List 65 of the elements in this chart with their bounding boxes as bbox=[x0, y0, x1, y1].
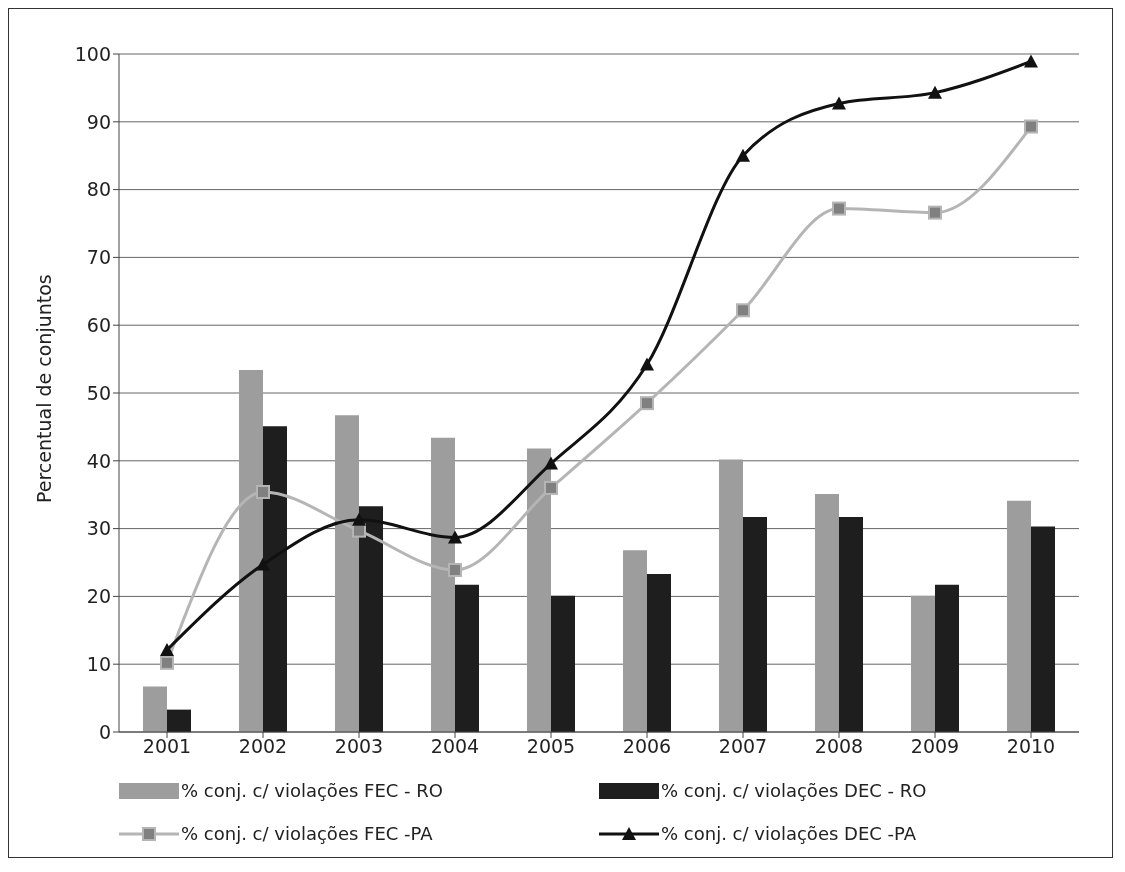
y-tick-label: 90 bbox=[86, 110, 111, 133]
point bbox=[160, 655, 174, 670]
x-tick-label: 2007 bbox=[718, 735, 768, 758]
x-tick-label: 2010 bbox=[1006, 735, 1056, 758]
legend-label: % conj. c/ violações FEC - RO bbox=[181, 780, 443, 801]
point bbox=[640, 396, 654, 411]
y-axis-title: Percentual de conjuntos bbox=[32, 274, 55, 503]
point bbox=[736, 148, 750, 162]
point bbox=[928, 205, 942, 220]
x-tick-label: 2006 bbox=[622, 735, 672, 758]
x-tick-label: 2002 bbox=[238, 735, 288, 758]
bar bbox=[647, 574, 671, 732]
y-tick-label: 50 bbox=[86, 381, 111, 404]
y-tick-label: 0 bbox=[98, 720, 111, 743]
point bbox=[832, 96, 846, 110]
legend-label: % conj. c/ violações DEC - RO bbox=[661, 780, 927, 801]
point bbox=[448, 530, 462, 544]
x-tick-label: 2001 bbox=[142, 735, 192, 758]
bar bbox=[839, 517, 863, 732]
y-tick-label: 30 bbox=[86, 517, 111, 540]
bar bbox=[455, 584, 479, 732]
legend-label: % conj. c/ violações DEC -PA bbox=[661, 823, 917, 844]
x-tick-label: 2008 bbox=[814, 735, 864, 758]
point bbox=[544, 456, 558, 470]
bar bbox=[1007, 500, 1031, 732]
point bbox=[1024, 54, 1038, 68]
bar bbox=[719, 459, 743, 732]
x-tick-label: 2003 bbox=[334, 735, 384, 758]
bar bbox=[815, 494, 839, 732]
legend-label: % conj. c/ violações FEC -PA bbox=[181, 823, 433, 844]
bar bbox=[239, 369, 263, 732]
bar bbox=[911, 595, 935, 732]
y-tick-label: 100 bbox=[74, 42, 111, 65]
bar bbox=[935, 584, 959, 732]
bar bbox=[359, 506, 383, 732]
bar bbox=[623, 550, 647, 732]
x-tick-label: 2005 bbox=[526, 735, 576, 758]
point bbox=[544, 480, 558, 495]
x-tick-label: 2004 bbox=[430, 735, 480, 758]
point bbox=[832, 201, 846, 216]
bar bbox=[431, 437, 455, 732]
bar bbox=[527, 448, 551, 732]
point bbox=[256, 557, 270, 571]
point bbox=[640, 357, 654, 371]
bar bbox=[263, 426, 287, 732]
bar bbox=[143, 686, 167, 732]
bar bbox=[167, 709, 191, 732]
bar bbox=[1031, 526, 1055, 732]
x-tick-label: 2009 bbox=[910, 735, 960, 758]
y-tick-label: 80 bbox=[86, 178, 111, 201]
point bbox=[736, 303, 750, 318]
y-tick-label: 60 bbox=[86, 313, 111, 336]
point bbox=[928, 85, 942, 99]
bar bbox=[551, 595, 575, 732]
point bbox=[1024, 119, 1038, 134]
y-tick-label: 20 bbox=[86, 585, 111, 608]
y-tick-label: 70 bbox=[86, 246, 111, 269]
point bbox=[448, 562, 462, 577]
bar bbox=[335, 415, 359, 732]
point bbox=[160, 642, 174, 656]
y-tick-label: 10 bbox=[86, 652, 111, 675]
y-tick-label: 40 bbox=[86, 449, 111, 472]
point bbox=[352, 512, 366, 526]
bar bbox=[743, 517, 767, 732]
point bbox=[256, 484, 270, 499]
